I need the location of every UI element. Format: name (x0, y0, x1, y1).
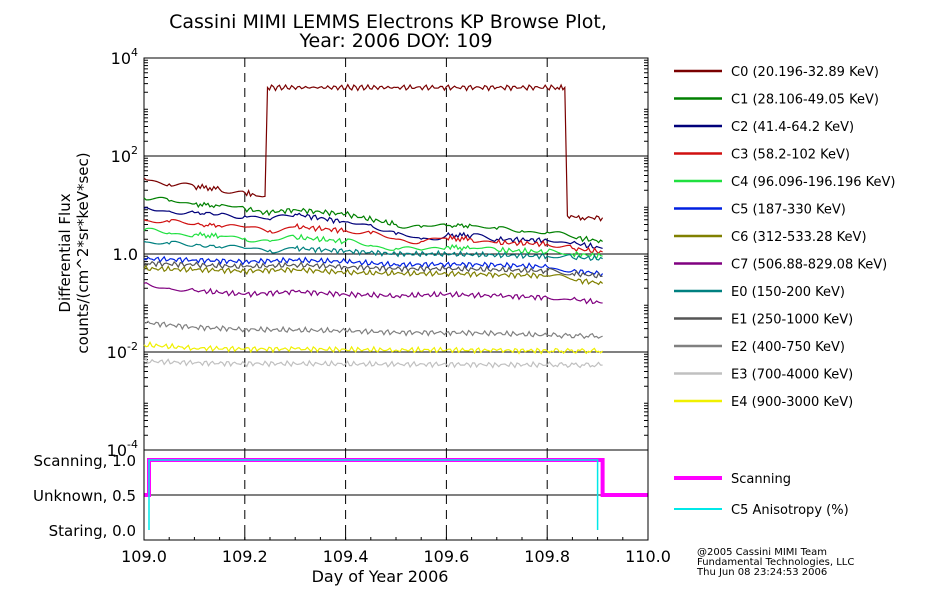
flux-panel: 104 102 1.0 10-2 10-4 (107, 46, 649, 460)
series-line-c6 (143, 264, 604, 286)
credit-line-3: Thu Jun 08 23:24:53 2006 (696, 567, 827, 578)
plot-title-line-2: Year: 2006 DOY: 109 (298, 30, 492, 52)
credit-line-1: @2005 Cassini MIMI Team (697, 547, 827, 558)
flux-y-tick-label: 1.0 (113, 245, 138, 264)
flux-panel-ticks: 104 102 1.0 10-2 10-4 (107, 46, 648, 460)
series-line-e3 (143, 357, 603, 369)
flux-y-tick-label: 102 (111, 144, 138, 166)
series-line-e1 (143, 260, 603, 279)
legend-label-c5: C5 (187-330 KeV) (731, 203, 846, 218)
legend-label-c3: C3 (58.2-102 KeV) (731, 148, 850, 163)
x-tick-label: 109.8 (524, 547, 570, 566)
series-line-e2 (143, 320, 603, 340)
flux-series-group (143, 83, 604, 369)
series-line-scanning (144, 458, 648, 497)
scan-status-ticks: Scanning, 1.0 Unknown, 0.5 Staring, 0.0 109… (33, 452, 671, 566)
legend-label-c6: C6 (312-533.28 KeV) (731, 230, 867, 245)
series-line-c0 (143, 83, 604, 222)
legend-label-e1: E1 (250-1000 KeV) (731, 313, 853, 328)
x-tick-label: 110.0 (625, 547, 671, 566)
legend-label-e3: E3 (700-4000 KeV) (731, 368, 853, 383)
legend-label-scanning: Scanning (731, 472, 791, 487)
legend-label-e0: E0 (150-200 KeV) (731, 285, 845, 300)
legend-label-c0: C0 (20.196-32.89 KeV) (731, 65, 879, 80)
flux-y-tick-label: 10-4 (107, 438, 138, 460)
scan-status-y-tick-label: Scanning, 1.0 (33, 452, 136, 470)
legend-label-c7: C7 (506.88-829.08 KeV) (731, 258, 887, 273)
scan-status-series-group (144, 458, 648, 530)
scan-status-legend: Scanning C5 Anisotropy (%) (674, 472, 849, 518)
series-line-e0 (143, 240, 603, 261)
x-tick-label: 109.0 (121, 547, 167, 566)
flux-axis-label-line-2: counts/(cm^2*sr*keV*sec) (74, 152, 92, 353)
series-line-c1 (143, 196, 603, 244)
series-line-c7 (143, 282, 603, 305)
flux-legend: C0 (20.196-32.89 KeV) C1 (28.106-49.05 Ke… (674, 65, 895, 410)
legend-label-c2: C2 (41.4-64.2 KeV) (731, 120, 854, 135)
flux-y-tick-label: 10-2 (107, 340, 138, 362)
x-tick-label: 109.6 (423, 547, 469, 566)
x-tick-label: 109.4 (323, 547, 369, 566)
series-line-c3 (143, 218, 603, 255)
legend-label-c5-anisotropy: C5 Anisotropy (%) (731, 503, 849, 518)
scan-status-y-tick-label: Staring, 0.0 (49, 522, 136, 540)
legend-label-c4: C4 (96.096-196.196 KeV) (731, 175, 895, 190)
x-axis-label: Day of Year 2006 (312, 567, 449, 586)
flux-axis-label-line-1: Differential Flux (56, 193, 74, 312)
legend-label-c1: C1 (28.106-49.05 KeV) (731, 93, 879, 108)
scan-status-y-tick-label: Unknown, 0.5 (33, 487, 136, 505)
scan-status-panel: Scanning, 1.0 Unknown, 0.5 Staring, 0.0 109… (33, 449, 671, 566)
legend-label-e4: E4 (900-3000 KeV) (731, 395, 853, 410)
plot-title-line-1: Cassini MIMI LEMMS Electrons KP Browse P… (169, 11, 607, 33)
series-line-e4 (143, 340, 604, 355)
flux-y-tick-label: 104 (111, 46, 138, 68)
scan-status-grid (144, 450, 648, 540)
series-line-c4 (143, 227, 603, 260)
x-tick-label: 109.2 (222, 547, 268, 566)
series-line-c2 (143, 206, 603, 249)
series-line-c5-anisotropy (148, 459, 599, 530)
credit-line-2: Fundamental Technologies, LLC (697, 557, 854, 568)
legend-label-e2: E2 (400-750 KeV) (731, 340, 845, 355)
